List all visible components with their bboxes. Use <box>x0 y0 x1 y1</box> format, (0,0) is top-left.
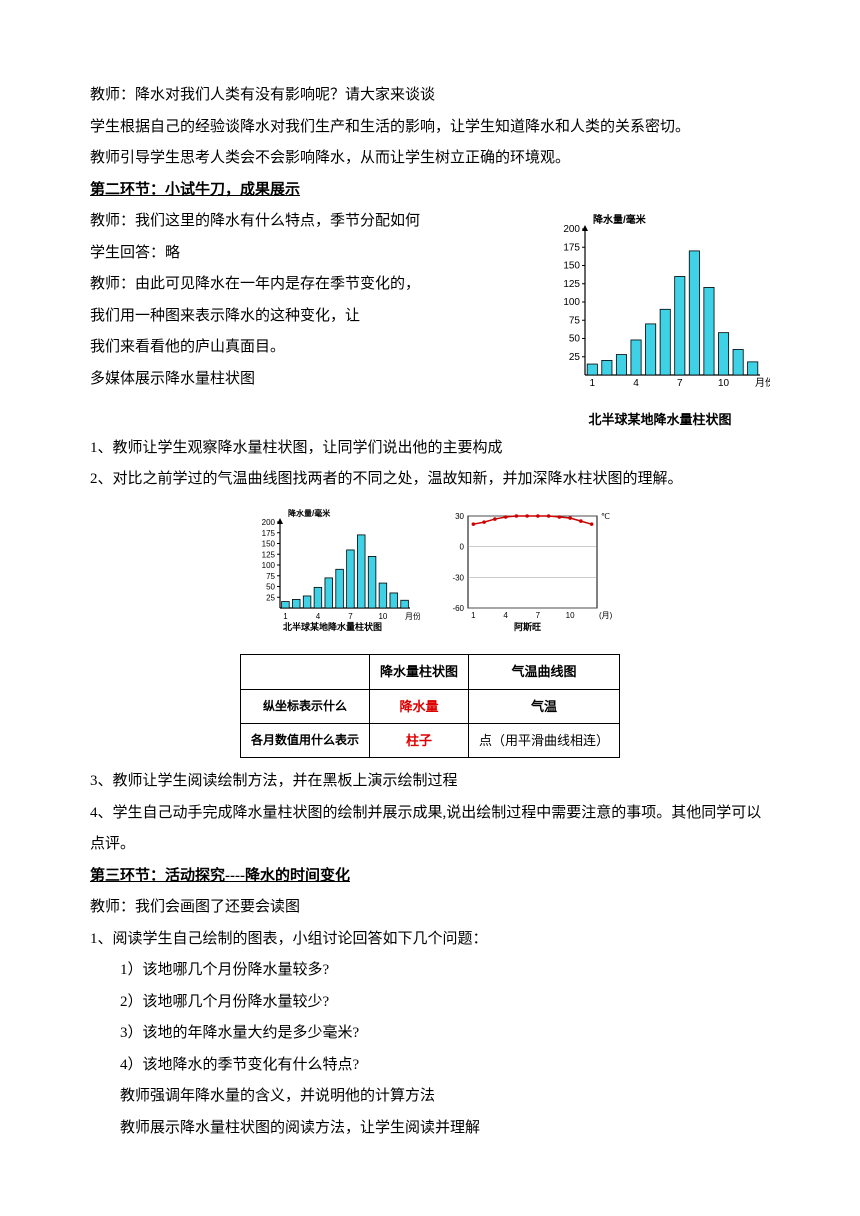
svg-text:7: 7 <box>536 611 541 620</box>
section2-item2: 2、对比之前学过的气温曲线图找两者的不同之处，温故知新，并加深降水柱状图的理解。 <box>90 464 770 496</box>
svg-text:1: 1 <box>471 611 476 620</box>
section3-q4: 4）该地降水的季节变化有什么特点? <box>90 1050 770 1082</box>
svg-text:50: 50 <box>569 334 581 345</box>
svg-text:75: 75 <box>266 572 275 581</box>
svg-text:4: 4 <box>503 611 508 620</box>
section3-p1: 教师：我们会画图了还要会读图 <box>90 892 770 924</box>
svg-text:-60: -60 <box>452 604 464 613</box>
comparison-charts-row: 255075100125150175200降水量/毫米14710月份北半球某地降… <box>90 504 770 647</box>
svg-text:200: 200 <box>262 518 276 527</box>
table-row: 纵坐标表示什么 降水量 气温 <box>240 689 619 723</box>
main-precipitation-chart: 25 50 75 100 125 150 175 200 降水量/毫米 1 4 7 10 月份 北半球某地… <box>550 211 770 433</box>
section2-title: 第二环节：小试牛刀，成果展示 <box>90 175 770 207</box>
svg-text:10: 10 <box>378 612 387 621</box>
svg-text:0: 0 <box>460 542 465 551</box>
svg-text:200: 200 <box>563 224 580 235</box>
svg-text:7: 7 <box>348 612 353 621</box>
section3-p2: 1、阅读学生自己绘制的图表，小组讨论回答如下几个问题： <box>90 924 770 956</box>
svg-text:150: 150 <box>262 539 276 548</box>
svg-text:月份: 月份 <box>755 377 770 389</box>
section3-p3: 教师强调年降水量的含义，并说明他的计算方法 <box>90 1081 770 1113</box>
section3-q3: 3）该地的年降水量大约是多少毫米? <box>90 1018 770 1050</box>
svg-text:10: 10 <box>718 378 730 389</box>
comparison-table: 降水量柱状图 气温曲线图 纵坐标表示什么 降水量 气温 各月数值用什么表示 柱子… <box>240 654 620 758</box>
svg-text:50: 50 <box>266 582 275 591</box>
main-chart-caption: 北半球某地降水量柱状图 <box>550 406 770 433</box>
svg-text:125: 125 <box>262 550 276 559</box>
svg-text:25: 25 <box>266 593 275 602</box>
intro-p3: 教师引导学生思考人类会不会影响降水，从而让学生树立正确的环境观。 <box>90 143 770 175</box>
svg-text:75: 75 <box>569 315 581 326</box>
svg-text:4: 4 <box>633 378 639 389</box>
svg-text:1: 1 <box>590 378 596 389</box>
small-precipitation-chart: 25 5075 100 125 150175 200 降水量/毫米 1 4 7 10 月份北半球某地降… <box>245 504 420 647</box>
svg-text:北半球某地降水量柱状图: 北半球某地降水量柱状图 <box>283 621 382 632</box>
svg-text:125: 125 <box>563 279 580 290</box>
intro-p2: 学生根据自己的经验谈降水对我们生产和生活的影响，让学生知道降水和人类的关系密切。 <box>90 112 770 144</box>
section2-item4: 4、学生自己动手完成降水量柱状图的绘制并展示成果,说出绘制过程中需要注意的事项。… <box>90 798 770 861</box>
table-row1-label: 纵坐标表示什么 <box>240 689 369 723</box>
section3-title: 第三环节：活动探究----降水的时间变化 <box>90 861 770 893</box>
section2-item1: 1、教师让学生观察降水量柱状图，让同学们说出他的主要构成 <box>90 433 770 465</box>
svg-text:月份: 月份 <box>405 611 420 621</box>
section3-q2: 2）该地哪几个月份降水量较少? <box>90 987 770 1019</box>
section3-p4: 教师展示降水量柱状图的阅读方法，让学生阅读并理解 <box>90 1113 770 1145</box>
svg-text:10: 10 <box>566 611 575 620</box>
svg-text:4: 4 <box>316 612 321 621</box>
table-header-temp: 气温曲线图 <box>469 655 620 689</box>
temperature-line-chart: 30 0 -30 -60 ℃ 1 4 7 10 (月) 阿斯旺 <box>440 504 615 647</box>
svg-text:阿斯旺: 阿斯旺 <box>514 621 541 632</box>
intro-p1: 教师：降水对我们人类有没有影响呢？请大家来谈谈 <box>90 80 770 112</box>
svg-text:降水量/毫米: 降水量/毫米 <box>593 213 647 226</box>
svg-text:175: 175 <box>563 242 580 253</box>
svg-text:25: 25 <box>569 352 581 363</box>
table-row1-c2: 气温 <box>469 689 620 723</box>
table-row: 各月数值用什么表示 柱子 点（用平滑曲线相连） <box>240 723 619 757</box>
table-header-precip: 降水量柱状图 <box>369 655 468 689</box>
svg-text:30: 30 <box>455 512 464 521</box>
section3-q1: 1）该地哪几个月份降水量较多? <box>90 955 770 987</box>
svg-text:100: 100 <box>563 297 580 308</box>
svg-text:-30: -30 <box>452 573 464 582</box>
table-row2-c2: 点（用平滑曲线相连） <box>469 723 620 757</box>
svg-text:100: 100 <box>262 561 276 570</box>
svg-text:(月): (月) <box>599 611 613 620</box>
svg-text:1: 1 <box>283 612 288 621</box>
table-header-blank <box>240 655 369 689</box>
svg-text:150: 150 <box>563 261 580 272</box>
table-row2-c1: 柱子 <box>369 723 468 757</box>
svg-text:降水量/毫米: 降水量/毫米 <box>288 508 331 518</box>
section2-item3: 3、教师让学生阅读绘制方法，并在黑板上演示绘制过程 <box>90 766 770 798</box>
svg-text:175: 175 <box>262 529 276 538</box>
svg-text:℃: ℃ <box>601 512 610 521</box>
table-header-row: 降水量柱状图 气温曲线图 <box>240 655 619 689</box>
table-row2-label: 各月数值用什么表示 <box>240 723 369 757</box>
svg-text:7: 7 <box>677 378 683 389</box>
table-row1-c1: 降水量 <box>369 689 468 723</box>
